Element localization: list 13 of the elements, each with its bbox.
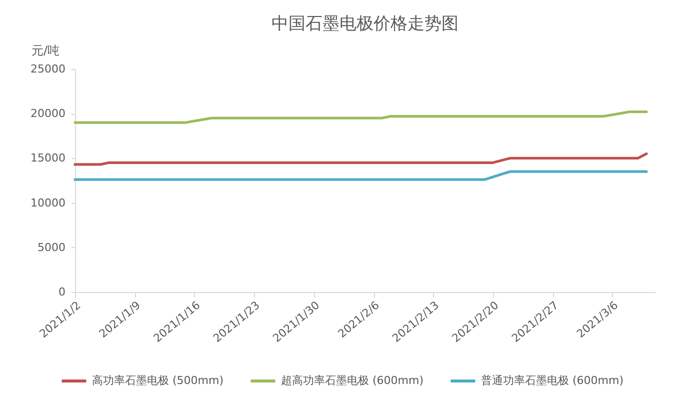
y-tick-label: 10000 [30, 196, 66, 210]
y-tick-label: 25000 [30, 62, 66, 76]
y-tick-label: 15000 [30, 152, 66, 165]
line-series [74, 152, 648, 166]
legend-label: 普通功率石墨电极 (600mm) [481, 374, 624, 387]
line-series [74, 110, 648, 124]
chart-title: 中国石墨电极价格走势图 [272, 14, 458, 34]
legend-label: 高功率石墨电极 (500mm) [92, 374, 224, 387]
y-tick-label: 0 [58, 286, 66, 298]
legend-label: 超高功率石墨电极 (600mm) [281, 374, 424, 387]
y-tick-label: 5000 [38, 240, 66, 254]
y-tick-label: 20000 [30, 107, 66, 120]
y-axis-title: 元/吨 [31, 44, 60, 58]
